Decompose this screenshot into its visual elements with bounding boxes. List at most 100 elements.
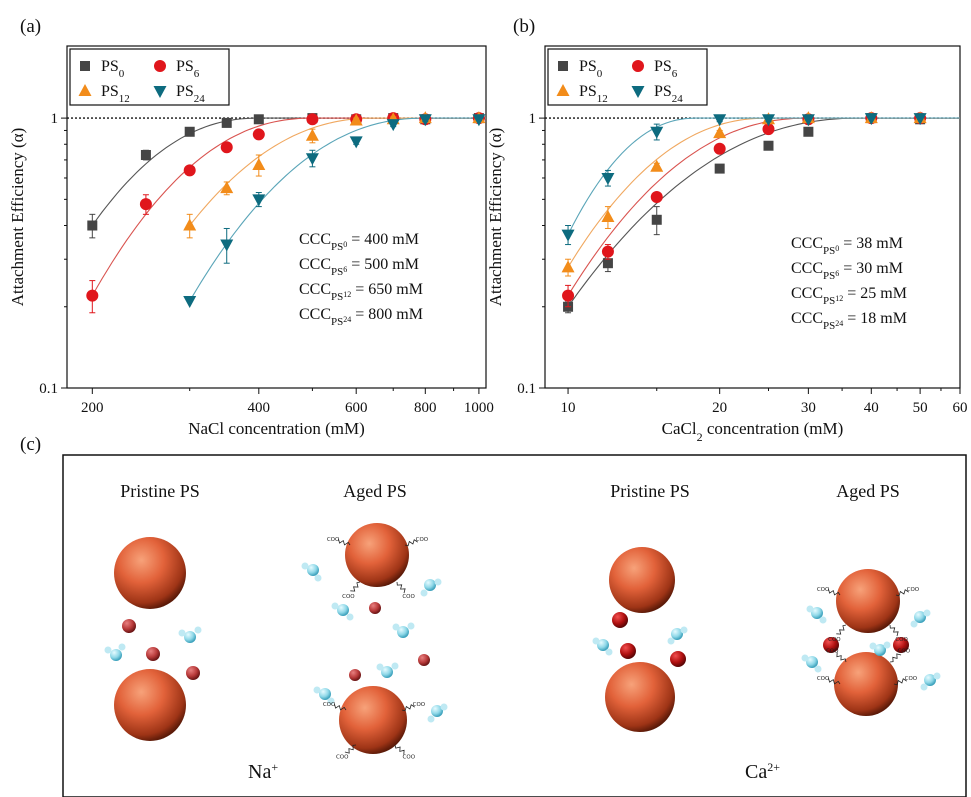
x-tick-label: 1000 — [464, 400, 494, 416]
data-point-ps0 — [602, 258, 613, 269]
data-point-ps24 — [864, 113, 878, 126]
water-molecule — [392, 622, 415, 638]
carboxyl-label: COO — [898, 648, 911, 654]
water-molecule — [104, 643, 126, 661]
x-tick-label: 20 — [712, 400, 727, 416]
y-tick-label: 1 — [51, 111, 59, 127]
ca-ion — [893, 637, 909, 653]
water-molecule — [920, 672, 941, 691]
legend-marker-ps24 — [631, 86, 645, 98]
data-point-ps6 — [650, 191, 663, 204]
carboxyl-label: COO — [907, 587, 920, 593]
y-tick-label: 1 — [529, 111, 537, 127]
aged-ps-particle — [834, 652, 898, 716]
legend-marker-ps24 — [153, 86, 167, 98]
data-point-ps12 — [183, 218, 197, 231]
data-point-ps6 — [562, 289, 575, 302]
na-ion — [146, 647, 160, 661]
water-molecule — [313, 686, 335, 705]
ps-particle — [609, 547, 675, 613]
panel-b-label: (b) — [513, 16, 535, 37]
water-molecule — [869, 641, 891, 656]
legend-marker-ps12 — [78, 84, 92, 96]
carboxyl-label: COO — [817, 676, 830, 682]
carboxyl-chain — [334, 703, 347, 711]
water-molecule — [910, 609, 931, 628]
data-point-ps0 — [763, 140, 774, 151]
legend-label-ps24: PS24 — [176, 83, 205, 105]
data-point-ps6 — [183, 164, 196, 177]
carboxyl-label: COO — [413, 702, 426, 708]
carboxyl-chain — [350, 581, 361, 592]
fit-curve-ps24 — [567, 117, 960, 235]
data-point-ps12 — [601, 210, 615, 223]
water-molecule — [331, 602, 354, 621]
data-point-ps0 — [184, 126, 195, 137]
data-point-ps0 — [253, 114, 264, 125]
data-point-ps6 — [762, 123, 775, 136]
carboxyl-label: COO — [403, 755, 416, 761]
data-point-ps0 — [714, 163, 725, 174]
ps-particle — [114, 537, 186, 609]
legend-label-ps0: PS0 — [101, 58, 125, 80]
data-point-ps6 — [713, 142, 726, 155]
data-point-ps0 — [803, 126, 814, 137]
ion-label-ca: Ca2+ — [745, 760, 780, 783]
title-pristine-na: Pristine PS — [120, 481, 200, 501]
x-tick-label: 400 — [248, 400, 271, 416]
ps-particle — [114, 669, 186, 741]
na-ion — [418, 654, 430, 666]
carboxyl-chain — [404, 539, 419, 547]
data-point-ps24 — [713, 114, 727, 127]
plot-frame — [66, 45, 487, 389]
carboxyl-chain — [401, 704, 416, 712]
carboxyl-chain — [889, 653, 902, 663]
data-point-ps12 — [650, 159, 664, 172]
carboxyl-chain — [828, 677, 841, 685]
x-axis-title: CaCl2 concentration (mM) — [662, 419, 844, 444]
carboxyl-chain — [396, 581, 406, 594]
carboxyl-label: COO — [817, 587, 830, 593]
legend-marker-ps12 — [556, 84, 570, 96]
panel-c-label: (c) — [20, 434, 41, 455]
data-point-ps0 — [221, 117, 232, 128]
data-point-ps24 — [601, 172, 615, 185]
x-axis-title: NaCl concentration (mM) — [188, 419, 365, 438]
water-molecule — [427, 703, 448, 723]
title-pristine-ca: Pristine PS — [610, 481, 690, 501]
legend-label-ps6: PS6 — [654, 58, 678, 80]
water-molecule — [178, 626, 202, 643]
ccc-label: CCCPS0 = 38 mM — [791, 235, 903, 257]
ccc-label: CCCPS6 = 500 mM — [299, 256, 419, 278]
ca-ion — [670, 651, 686, 667]
data-point-ps24 — [472, 114, 486, 127]
na-ion — [369, 602, 381, 614]
carboxyl-label: COO — [828, 637, 841, 643]
ca-ion — [620, 643, 636, 659]
data-point-ps24 — [650, 126, 664, 139]
chart-a: 200 400 600 800 1000 0.1 1 NaCl concentration (… — [8, 45, 494, 438]
y-axis-title: Attachment Efficiency (α) — [486, 128, 505, 307]
carboxyl-label: COO — [336, 755, 349, 761]
data-point-ps12 — [220, 181, 234, 194]
x-tick-label: 30 — [801, 400, 816, 416]
legend-marker-ps0 — [558, 61, 568, 71]
legend-marker-ps6 — [154, 60, 166, 72]
ccc-label: CCCPS24 = 18 mM — [791, 310, 907, 332]
legend-box — [547, 48, 708, 106]
data-point-ps24 — [801, 114, 815, 127]
x-tick-label: 10 — [561, 400, 576, 416]
y-tick-label: 0.1 — [517, 381, 536, 397]
carboxyl-label: COO — [416, 537, 429, 543]
ps-particle — [605, 662, 675, 732]
data-point-ps6 — [139, 198, 152, 211]
data-point-ps12 — [713, 126, 727, 139]
data-point-ps24 — [252, 194, 266, 207]
x-tick-label: 40 — [864, 400, 879, 416]
data-point-ps12 — [305, 128, 319, 141]
data-point-ps24 — [305, 153, 319, 166]
x-tick-label: 800 — [414, 400, 437, 416]
carboxyl-label: COO — [342, 594, 355, 600]
carboxyl-label: COO — [826, 648, 839, 654]
data-point-ps24 — [220, 239, 234, 252]
